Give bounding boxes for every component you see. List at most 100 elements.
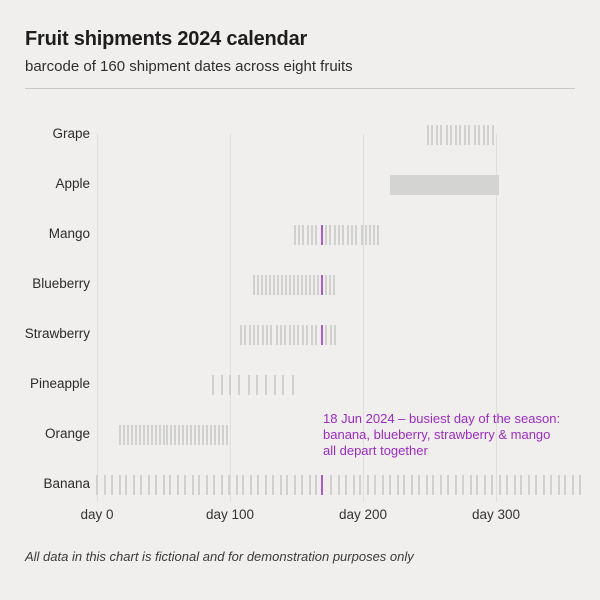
header-divider: [25, 88, 575, 89]
shipment-tick-banana: [286, 475, 289, 495]
shipment-tick-strawberry: [292, 325, 295, 345]
shipment-tick-banana: [344, 475, 347, 495]
shipment-tick-banana: [242, 475, 245, 495]
category-label-pineapple: Pineapple: [29, 376, 90, 391]
shipment-tick-grape: [477, 125, 480, 145]
category-label-banana: Banana: [43, 476, 90, 491]
shipment-tick-banana: [528, 475, 531, 495]
shipment-tick-banana: [206, 475, 209, 495]
shipment-tick-banana: [476, 475, 479, 495]
disclaimer-note: All data in this chart is fictional and …: [25, 549, 414, 564]
shipment-tick-pineapple: [264, 375, 267, 395]
shipment-tick-orange: [214, 425, 217, 445]
shipment-tick-strawberry: [334, 325, 337, 345]
category-label-grape: Grape: [52, 126, 90, 141]
shipment-tick-strawberry: [306, 325, 309, 345]
shipment-tick-strawberry: [270, 325, 273, 345]
x-axis-label-0: day 0: [80, 507, 114, 522]
shipment-tick-strawberry: [252, 325, 255, 345]
shipment-tick-banana: [279, 475, 282, 495]
shipment-tick-banana: [271, 475, 274, 495]
shipment-tick-pineapple: [291, 375, 294, 395]
shipment-tick-mango: [334, 225, 337, 245]
x-axis-label-200: day 200: [338, 507, 388, 522]
chart-subtitle: barcode of 160 shipment dates across eig…: [25, 58, 353, 75]
category-label-mango: Mango: [48, 226, 90, 241]
shipment-tick-banana: [491, 475, 493, 495]
shipment-tick-banana: [191, 475, 194, 495]
shipment-tick-banana: [447, 475, 450, 495]
shipment-tick-banana: [455, 475, 458, 495]
shipment-tick-banana: [542, 475, 545, 495]
shipment-tick-banana: [300, 475, 303, 495]
shipment-tick-orange: [198, 425, 201, 445]
shipment-tick-strawberry: [296, 325, 299, 345]
shipment-tick-mango: [311, 225, 314, 245]
shipment-tick-banana: [338, 475, 341, 495]
shipment-tick-mango: [351, 225, 354, 245]
shipment-tick-mango: [376, 225, 379, 245]
shipment-tick-banana: [461, 475, 464, 495]
shipment-tick-pineapple: [255, 375, 258, 395]
shipment-tick-grape: [427, 125, 430, 145]
shipment-tick-mango: [347, 225, 350, 245]
shipment-tick-grape: [445, 125, 448, 145]
shipment-tick-strawberry: [288, 325, 291, 345]
highlighted-shipment-tick-banana: [320, 475, 323, 495]
shipment-tick-blueberry: [300, 275, 303, 295]
shipment-tick-grape: [492, 125, 495, 145]
shipment-tick-mango: [324, 225, 327, 245]
shipment-tick-orange: [178, 425, 181, 445]
shipment-tick-banana: [250, 475, 253, 495]
shipment-tick-blueberry: [272, 275, 275, 295]
shipment-tick-banana: [403, 475, 406, 495]
shipment-tick-mango: [364, 225, 367, 245]
gridline-day-100: [229, 134, 231, 502]
shipment-tick-banana: [264, 475, 267, 495]
shipment-tick-orange: [218, 425, 221, 445]
shipment-tick-banana: [417, 475, 420, 495]
shipment-tick-banana: [169, 475, 172, 495]
shipment-tick-banana: [484, 475, 487, 495]
shipment-tick-banana: [133, 475, 136, 495]
shipment-tick-strawberry: [239, 325, 242, 345]
shipment-tick-blueberry: [284, 275, 287, 295]
shipment-tick-blueberry: [308, 275, 311, 295]
shipment-tick-pineapple: [274, 375, 277, 395]
shipment-tick-strawberry: [311, 325, 314, 345]
shipment-tick-banana: [125, 475, 128, 495]
shipment-tick-banana: [440, 475, 443, 495]
shipment-tick-banana: [154, 475, 157, 495]
shipment-tick-banana: [373, 475, 376, 495]
shipment-tick-pineapple: [221, 375, 224, 395]
shipment-tick-orange: [202, 425, 205, 445]
shipment-tick-banana: [411, 475, 414, 495]
shipment-tick-grape: [464, 125, 467, 145]
annotation-line-2: banana, blueberry, strawberry & mango: [323, 427, 551, 442]
shipment-tick-blueberry: [316, 275, 319, 295]
shipment-tick-mango: [302, 225, 305, 245]
shipment-tick-blueberry: [256, 275, 259, 295]
shipment-tick-banana: [388, 475, 391, 495]
shipment-tick-banana: [367, 475, 370, 495]
shipment-tick-banana: [308, 475, 311, 495]
shipment-tick-banana: [498, 475, 501, 495]
shipment-tick-orange: [210, 425, 213, 445]
shipment-tick-strawberry: [275, 325, 278, 345]
shipment-tick-pineapple: [282, 375, 285, 395]
shipment-tick-orange: [182, 425, 185, 445]
shipment-tick-blueberry: [332, 275, 335, 295]
shipment-tick-mango: [342, 225, 345, 245]
shipment-tick-orange: [170, 425, 173, 445]
shipment-tick-grape: [487, 125, 490, 145]
shipment-tick-orange: [174, 425, 177, 445]
chart-title: Fruit shipments 2024 calendar: [25, 28, 308, 50]
shipment-tick-blueberry: [288, 275, 291, 295]
shipment-tick-banana: [118, 475, 121, 495]
shipment-tick-banana: [198, 475, 201, 495]
shipment-tick-mango: [360, 225, 363, 245]
shipment-tick-mango: [315, 225, 318, 245]
shipment-tick-orange: [166, 425, 169, 445]
